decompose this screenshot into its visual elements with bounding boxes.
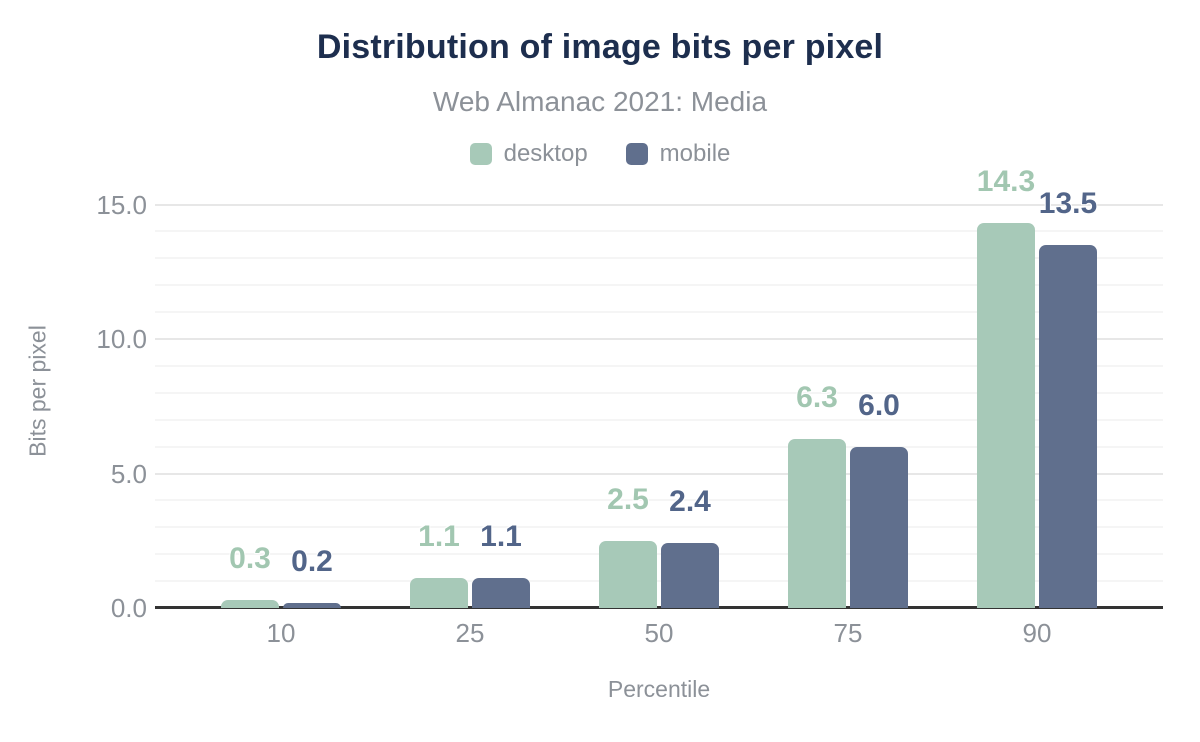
gridline-minor [155,445,1163,448]
bar-desktop [221,600,279,608]
bar-column-desktop: 6.3 [788,383,846,608]
gridline-minor [155,580,1163,583]
y-tick-label: 5.0 [110,458,147,489]
bar-desktop [599,541,657,608]
legend-label-mobile: mobile [659,140,731,167]
value-label-desktop: 1.1 [418,520,460,553]
bar-desktop [977,223,1035,608]
chart-title: Distribution of image bits per pixel [316,28,884,66]
gridline-minor [155,499,1163,502]
legend-swatch-mobile [625,143,648,165]
gridline-minor [155,257,1163,260]
bar-group-10: 0.3 0.2 [221,544,341,608]
bar-column-mobile: 13.5 [1039,189,1097,608]
bar-group-50: 2.5 2.4 [599,485,719,608]
value-label-mobile: 2.4 [669,485,711,518]
value-label-mobile: 0.2 [291,545,333,578]
bar-column-mobile: 1.1 [472,522,530,608]
bar-mobile [472,578,530,608]
legend-item-mobile: mobile [625,140,731,168]
bar-column-mobile: 6.0 [850,391,908,608]
gridline-minor [155,230,1163,233]
bar-column-desktop: 1.1 [410,522,468,608]
x-tick-label: 90 [1022,618,1052,648]
bar-mobile [1039,245,1097,608]
bar-mobile [283,603,341,608]
gridline-minor [155,418,1163,421]
x-tick-label: 10 [266,618,296,648]
bar-column-mobile: 0.2 [283,547,341,608]
bar-column-desktop: 0.3 [221,544,279,608]
bar-group-25: 1.1 1.1 [410,522,530,608]
y-tick-label: 0.0 [110,593,147,623]
gridline-minor [155,391,1163,394]
legend-swatch-desktop [469,143,492,165]
gridline-minor [155,311,1163,314]
y-tick-label: 15.0 [96,189,147,220]
bar-column-mobile: 2.4 [661,487,719,608]
x-tick-label: 25 [455,618,485,648]
x-axis-title: Percentile [607,676,711,702]
chart-legend: desktop mobile [0,140,1200,168]
bar-column-desktop: 14.3 [977,167,1035,608]
bar-group-75: 6.3 6.0 [788,383,908,608]
legend-label-desktop: desktop [503,140,588,167]
gridline-major [155,338,1163,340]
value-label-mobile: 6.0 [858,389,900,422]
gridline-minor [155,364,1163,367]
y-tick-label: 10.0 [96,324,147,354]
bar-desktop [410,578,468,608]
bar-mobile [661,543,719,608]
value-label-mobile: 1.1 [480,520,522,553]
bar-group-90: 14.3 13.5 [977,167,1097,608]
x-tick-label: 75 [833,618,863,648]
x-tick-label: 50 [644,618,674,648]
gridline-major [155,203,1163,206]
value-label-desktop: 0.3 [229,542,271,575]
gridline-minor [155,526,1163,529]
legend-item-desktop: desktop [469,140,588,168]
chart-subtitle: Web Almanac 2021: Media [432,86,768,117]
plot-area: 0.3 0.2 1.1 1.1 2.5 2.4 6.3 6.0 14.3 13.5 [155,167,1163,609]
value-label-desktop: 6.3 [796,381,838,414]
x-axis-line [155,606,1163,609]
gridline-minor [155,553,1163,556]
bar-mobile [850,447,908,608]
gridline-minor [155,284,1163,287]
bar-desktop [788,439,846,608]
value-label-desktop: 14.3 [976,165,1036,198]
gridline-major [155,472,1163,475]
value-label-desktop: 2.5 [607,483,649,516]
value-label-mobile: 13.5 [1038,187,1098,220]
bar-column-desktop: 2.5 [599,485,657,608]
